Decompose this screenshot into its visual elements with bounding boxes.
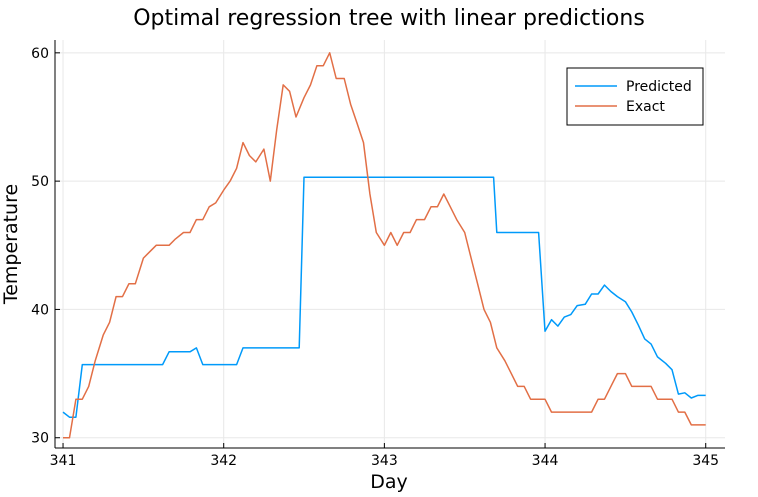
x-tick-label: 342 xyxy=(210,453,237,469)
grid xyxy=(55,40,725,448)
series-line-predicted xyxy=(62,176,706,418)
x-tick-label: 343 xyxy=(371,453,398,469)
x-tick-label: 341 xyxy=(50,453,77,469)
y-tick-label: 60 xyxy=(31,46,49,62)
axes xyxy=(54,40,725,449)
legend-label-predicted: Predicted xyxy=(626,79,692,95)
legend: Predicted Exact xyxy=(566,67,704,126)
x-tick-label: 345 xyxy=(692,453,719,469)
series-line-exact xyxy=(63,52,706,439)
y-tick-label: 50 xyxy=(31,174,49,190)
x-tick-label: 344 xyxy=(532,453,559,469)
legend-box xyxy=(566,67,704,126)
chart-title: Optimal regression tree with linear pred… xyxy=(133,6,645,31)
y-tick-label: 30 xyxy=(31,431,49,447)
y-axis-label: Temperature xyxy=(0,184,22,305)
series xyxy=(62,52,706,439)
tick-labels: 341 342 343 344 345 30 40 50 60 xyxy=(31,46,719,469)
x-axis-label: Day xyxy=(370,471,408,493)
legend-label-exact: Exact xyxy=(626,99,665,115)
y-tick-label: 40 xyxy=(31,302,49,318)
